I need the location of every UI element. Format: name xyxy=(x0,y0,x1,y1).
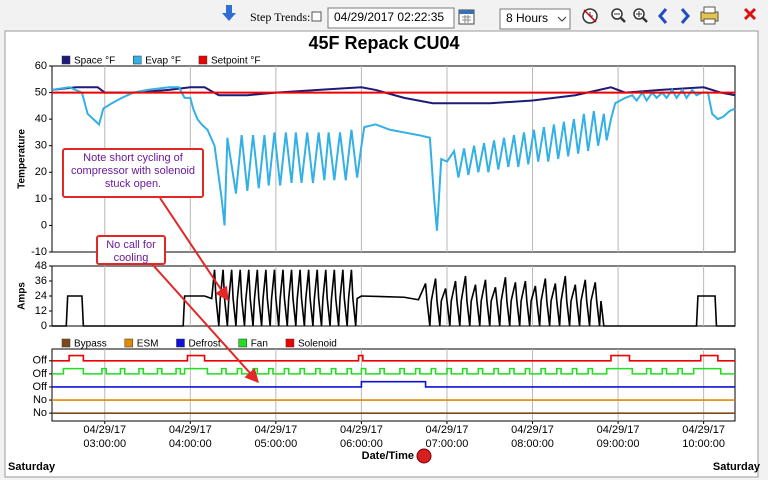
legend-swatch xyxy=(61,338,71,348)
range-select[interactable] xyxy=(499,8,571,30)
y-tick-label: Off xyxy=(33,355,48,367)
step-checkbox[interactable] xyxy=(311,11,322,22)
y-tick-label: No xyxy=(33,407,47,419)
legend-swatch xyxy=(176,338,185,348)
x-tick-label-line: 10:00:00 xyxy=(682,438,725,450)
legend-swatch xyxy=(238,338,247,348)
toolbar: Step Trends: 04/29/2017 02:22:35 8 Hours xyxy=(222,5,757,30)
close-button[interactable] xyxy=(743,7,757,21)
y-tick-label: 10 xyxy=(35,193,47,205)
x-tick-label-line: 09:00:00 xyxy=(597,438,640,450)
legend-swatch xyxy=(198,55,208,65)
chart-title: 45F Repack CU04 xyxy=(308,33,459,53)
next-button[interactable] xyxy=(680,8,690,24)
step-down-button[interactable] xyxy=(222,5,236,21)
x-tick-label-line: 07:00:00 xyxy=(426,438,469,450)
stop-button[interactable] xyxy=(416,448,432,464)
y-tick-label: -10 xyxy=(31,246,47,258)
x-tick-label-line: 03:00:00 xyxy=(83,438,126,450)
y-tick-label: No xyxy=(33,394,47,406)
legend-label: Space °F xyxy=(74,56,115,67)
x-tick-label: 04/29/17 08:00:00 xyxy=(511,424,554,450)
calendar-button[interactable] xyxy=(458,9,475,25)
x-tick-label-line: 08:00:00 xyxy=(511,438,554,450)
x-tick-label: 04/29/17 03:00:00 xyxy=(83,424,126,450)
legend-swatch xyxy=(61,55,71,65)
x-tick-label-line: 04/29/17 xyxy=(426,424,469,436)
y-axis-label: Amps xyxy=(17,282,28,310)
day-label-left: Saturday xyxy=(8,461,56,473)
legend-label: Setpoint °F xyxy=(211,56,261,67)
previous-button[interactable] xyxy=(658,8,668,24)
x-tick-label-line: 04/29/17 xyxy=(511,424,554,436)
legend-swatch xyxy=(285,338,295,348)
y-tick-label: 0 xyxy=(41,320,47,332)
datetime-input[interactable] xyxy=(327,7,455,29)
y-tick-label: 48 xyxy=(35,260,47,272)
x-tick-label: 04/29/17 05:00:00 xyxy=(254,424,297,450)
annotation-box: No call for cooling xyxy=(96,235,166,265)
state-line xyxy=(52,380,735,388)
legend-label: Solenoid xyxy=(298,339,337,350)
print-button[interactable] xyxy=(700,6,719,25)
legend-label: Defrost xyxy=(188,339,220,350)
x-tick-label: 04/29/17 10:00:00 xyxy=(682,424,725,450)
x-tick-label: 04/29/17 06:00:00 xyxy=(340,424,383,450)
y-tick-label: 36 xyxy=(35,275,47,287)
y-tick-label: 50 xyxy=(35,86,47,98)
x-tick-label: 04/29/17 04:00:00 xyxy=(169,424,212,450)
series-line xyxy=(51,86,736,231)
x-tick-label-line: 05:00:00 xyxy=(254,438,297,450)
datetime-value: 04/29/2017 02:22:35 xyxy=(334,10,444,24)
y-tick-label: 24 xyxy=(35,290,47,302)
step-trends-label: Step Trends: xyxy=(250,10,310,24)
x-tick-label-line: 04/29/17 xyxy=(682,424,725,436)
x-tick-label-line: 04/29/17 xyxy=(169,424,212,436)
y-tick-label: Off xyxy=(33,381,48,393)
x-tick-label-line: 04:00:00 xyxy=(169,438,212,450)
legend-swatch xyxy=(133,55,142,65)
x-tick-label: 04/29/17 09:00:00 xyxy=(597,424,640,450)
legend-swatch xyxy=(124,338,134,348)
annotation-box: Note short cycling of compressor with so… xyxy=(62,148,204,198)
day-label-right: Saturday xyxy=(713,461,761,473)
y-axis-label: Temperature xyxy=(17,129,28,189)
range-value: 8 Hours xyxy=(506,11,548,25)
x-tick-label-line: 06:00:00 xyxy=(340,438,383,450)
y-tick-label: 30 xyxy=(35,140,47,152)
x-axis-label: Date/Time xyxy=(362,450,414,462)
history-button[interactable] xyxy=(582,8,598,24)
x-tick-label-line: 04/29/17 xyxy=(597,424,640,436)
legend-label: Fan xyxy=(251,339,268,350)
plot-area xyxy=(51,265,736,327)
y-tick-label: 60 xyxy=(35,60,47,72)
y-tick-label: 40 xyxy=(35,113,47,125)
zoom-in-button[interactable] xyxy=(633,8,648,23)
y-tick-label: 12 xyxy=(35,305,47,317)
legend-label: Bypass xyxy=(74,339,107,350)
zoom-out-button[interactable] xyxy=(611,8,626,23)
y-tick-label: 0 xyxy=(41,219,47,231)
legend-label: Evap °F xyxy=(145,56,181,67)
select-arrow xyxy=(557,16,567,22)
y-tick-label: 20 xyxy=(35,166,47,178)
plot-area xyxy=(51,348,736,422)
state-line xyxy=(52,354,735,362)
x-tick-label-line: 04/29/17 xyxy=(340,424,383,436)
legend-label: ESM xyxy=(137,339,159,350)
x-tick-label-line: 04/29/17 xyxy=(83,424,126,436)
x-tick-label: 04/29/17 07:00:00 xyxy=(426,424,469,450)
y-tick-label: Off xyxy=(33,368,48,380)
x-tick-label-line: 04/29/17 xyxy=(254,424,297,436)
